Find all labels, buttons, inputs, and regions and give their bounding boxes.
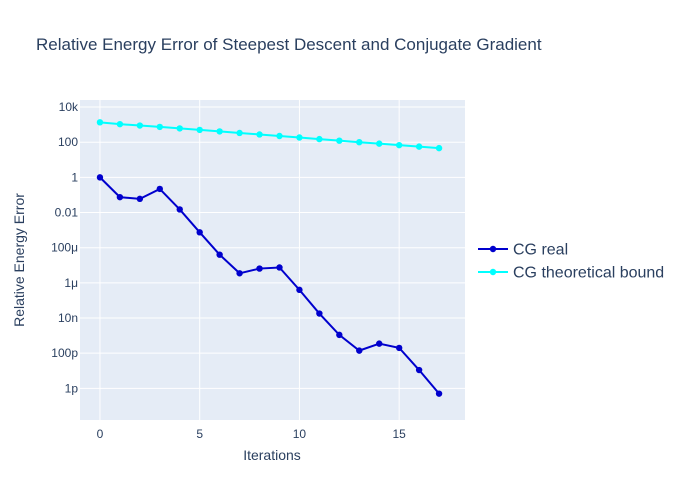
data-point (176, 206, 183, 213)
y-axis-title: Relative Energy Error (11, 193, 27, 327)
data-point (136, 195, 144, 203)
series-0 (96, 174, 443, 397)
data-point (395, 344, 403, 352)
data-point (216, 128, 223, 135)
data-point (276, 132, 283, 140)
data-point (116, 193, 124, 201)
data-point (376, 340, 383, 347)
y-tick-label: 10k (59, 100, 79, 114)
data-point (196, 126, 203, 134)
data-point (136, 122, 144, 129)
legend: CG real CG theoretical bound (478, 242, 664, 282)
data-point (256, 131, 263, 138)
y-tick-label: 10n (58, 311, 78, 325)
data-point (336, 137, 343, 144)
series-1 (96, 119, 443, 152)
x-axis-ticks: 0 5 10 15 (97, 427, 407, 441)
y-tick-label: 1p (65, 381, 79, 395)
data-point (236, 129, 243, 137)
data-point (415, 143, 423, 150)
series-line (99, 121, 440, 150)
data-point (116, 120, 124, 128)
x-tick-label: 5 (196, 427, 203, 441)
data-point (156, 185, 163, 193)
legend-label: CG real (513, 242, 568, 259)
data-point (296, 286, 303, 294)
legend-label: CG theoretical bound (513, 265, 664, 282)
series-line (99, 176, 440, 395)
data-point (236, 270, 243, 277)
data-point (356, 138, 363, 146)
data-point (395, 141, 403, 149)
data-point (316, 310, 323, 317)
y-tick-label: 100p (51, 346, 78, 360)
x-axis-title: Iterations (243, 447, 301, 463)
plot-area (80, 100, 465, 420)
x-tick-label: 15 (392, 427, 406, 441)
legend-swatch-marker (489, 245, 497, 253)
data-point (435, 144, 443, 152)
y-tick-label: 100 (58, 135, 78, 149)
series-layer (96, 119, 443, 397)
data-point (96, 174, 104, 181)
legend-item-1[interactable]: CG theoretical bound (478, 265, 664, 282)
data-point (216, 251, 223, 258)
y-tick-label: 1 (71, 170, 78, 184)
y-tick-label: 0.01 (55, 206, 79, 220)
chart-title: Relative Energy Error of Steepest Descen… (36, 35, 542, 54)
data-point (276, 264, 283, 271)
y-tick-label: 100μ (51, 241, 78, 255)
legend-item-0[interactable]: CG real (478, 242, 568, 259)
data-point (376, 140, 383, 147)
grid (80, 100, 465, 420)
data-point (256, 265, 263, 272)
y-axis-ticks: 10k 100 1 0.01 100μ 1μ 10n 100p 1p (51, 100, 79, 395)
y-tick-label: 1μ (64, 276, 78, 290)
data-point (296, 134, 303, 141)
x-tick-label: 0 (97, 427, 104, 441)
data-point (176, 125, 183, 132)
x-tick-label: 10 (293, 427, 307, 441)
data-point (196, 229, 203, 236)
data-point (96, 119, 104, 126)
data-point (336, 331, 343, 339)
data-point (356, 347, 363, 354)
data-point (415, 366, 423, 374)
data-point (316, 135, 323, 143)
legend-swatch-marker (489, 268, 497, 276)
data-point (435, 390, 443, 397)
data-point (156, 123, 163, 131)
